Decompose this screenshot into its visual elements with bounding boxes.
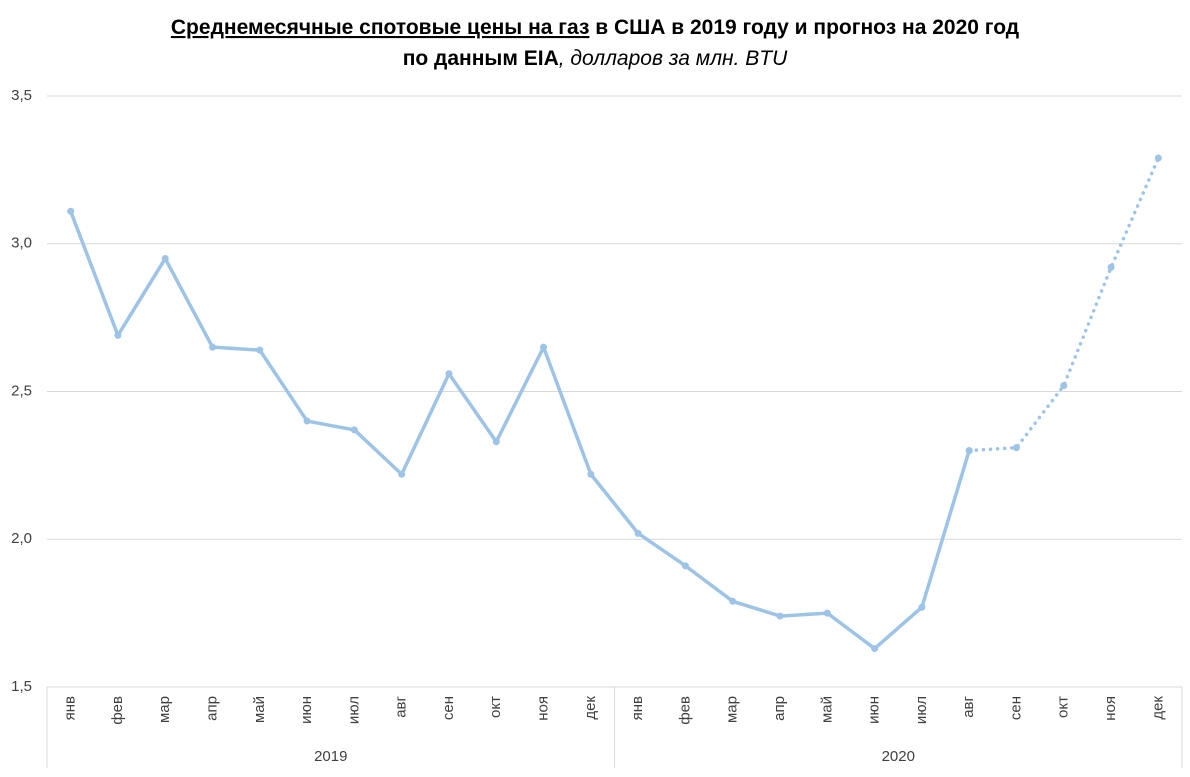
- point: [445, 370, 453, 378]
- point: [1107, 263, 1115, 271]
- title-part: , долларов за млн. BTU: [559, 47, 788, 70]
- point: [67, 207, 75, 215]
- y-tick-label: 3,5: [11, 87, 32, 104]
- x-tick-label: фев: [109, 696, 126, 725]
- point: [681, 562, 689, 570]
- point: [1012, 444, 1020, 452]
- title-part: по данным EIA: [403, 47, 559, 70]
- x-tick-label: мар: [724, 696, 741, 723]
- point: [823, 609, 831, 617]
- x-tick-label: мар: [156, 696, 173, 723]
- x-tick-label: дек: [582, 696, 599, 720]
- y-tick-label: 1,5: [11, 678, 32, 695]
- point: [965, 447, 973, 455]
- x-tick-label: янв: [62, 696, 79, 720]
- point: [776, 612, 784, 620]
- x-tick-label: дек: [1149, 696, 1166, 720]
- point: [634, 529, 642, 537]
- point: [492, 438, 500, 446]
- x-tick-label: сен: [440, 696, 457, 720]
- y-tick-label: 2,0: [11, 530, 32, 547]
- x-tick-label: окт: [487, 696, 504, 718]
- x-tick-label: июл: [913, 696, 930, 724]
- point: [303, 417, 311, 425]
- x-tick-label: янв: [629, 696, 646, 720]
- x-tick-label: июн: [866, 696, 883, 724]
- y-tick-label: 2,5: [11, 382, 32, 399]
- chart-title: Среднемесячные спотовые цены на газ в СШ…: [171, 16, 1019, 39]
- group-label: 2019: [314, 748, 347, 765]
- point: [398, 470, 406, 478]
- x-tick-label: апр: [203, 696, 220, 721]
- x-tick-label: ноя: [1102, 696, 1119, 721]
- point: [871, 645, 879, 653]
- x-tick-label: июл: [345, 696, 362, 724]
- x-tick-label: ноя: [535, 696, 552, 721]
- x-tick-label: май: [251, 696, 268, 723]
- series-line: [967, 156, 1161, 453]
- chart-title: по данным EIA, долларов за млн. BTU: [403, 47, 788, 70]
- point: [540, 343, 548, 351]
- point: [1154, 154, 1162, 162]
- group-label: 2020: [882, 748, 915, 765]
- point: [729, 597, 737, 605]
- title-part: в США в 2019 году и прогноз на 2020 год: [589, 16, 1019, 39]
- point: [161, 255, 169, 263]
- point: [350, 426, 358, 434]
- x-tick-label: апр: [771, 696, 788, 721]
- x-tick-label: май: [818, 696, 835, 723]
- title-part: Среднемесячные спотовые цены на газ: [171, 16, 590, 39]
- series-line: [68, 209, 971, 651]
- x-tick-label: июн: [298, 696, 315, 724]
- point: [114, 331, 122, 339]
- point: [587, 470, 595, 478]
- x-tick-label: окт: [1055, 696, 1072, 718]
- point: [209, 343, 217, 351]
- point: [918, 603, 926, 611]
- point: [256, 346, 264, 354]
- x-tick-label: фев: [676, 696, 693, 725]
- x-tick-label: авг: [393, 695, 410, 717]
- x-tick-label: авг: [960, 695, 977, 717]
- x-tick-label: сен: [1007, 696, 1024, 720]
- y-tick-label: 3,0: [11, 235, 32, 252]
- point: [1060, 382, 1068, 390]
